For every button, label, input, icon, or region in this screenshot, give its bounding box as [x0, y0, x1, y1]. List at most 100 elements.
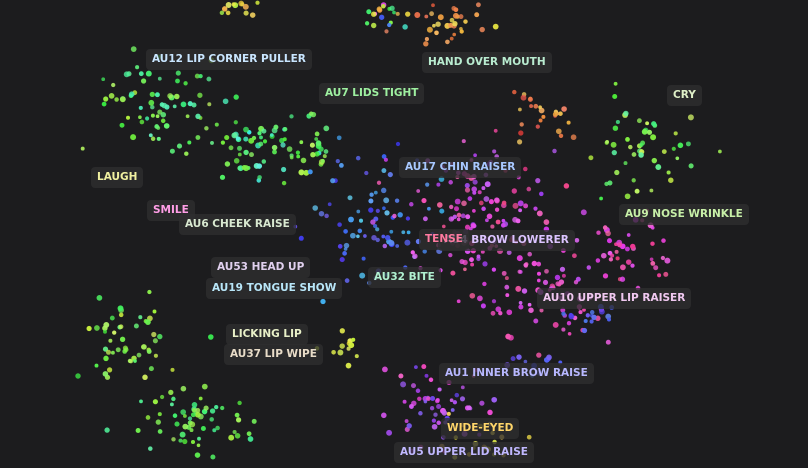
data-point[interactable] — [475, 2, 481, 8]
data-point[interactable] — [96, 295, 103, 301]
data-point[interactable] — [286, 146, 293, 152]
data-point[interactable] — [152, 399, 158, 405]
data-point[interactable] — [112, 330, 117, 335]
data-point[interactable] — [318, 146, 324, 152]
data-point[interactable] — [135, 65, 140, 70]
data-point[interactable] — [574, 237, 580, 243]
data-point[interactable] — [477, 295, 483, 302]
data-point[interactable] — [608, 257, 614, 262]
data-point[interactable] — [599, 196, 603, 201]
data-point[interactable] — [523, 359, 528, 364]
data-point[interactable] — [456, 212, 462, 218]
data-point[interactable] — [309, 142, 315, 148]
data-point[interactable] — [389, 5, 395, 11]
data-point[interactable] — [517, 200, 524, 207]
data-point[interactable] — [518, 300, 523, 305]
data-point[interactable] — [180, 101, 187, 108]
data-point[interactable] — [512, 202, 519, 209]
data-point[interactable] — [454, 206, 459, 212]
data-point[interactable] — [167, 93, 173, 99]
data-point[interactable] — [384, 234, 391, 241]
data-point[interactable] — [630, 263, 635, 268]
data-point[interactable] — [490, 310, 496, 316]
data-point[interactable] — [243, 136, 249, 142]
data-point[interactable] — [495, 219, 501, 225]
data-point[interactable] — [467, 196, 473, 201]
data-point[interactable] — [382, 366, 388, 373]
data-point[interactable] — [404, 239, 411, 246]
data-point[interactable] — [651, 121, 657, 127]
data-point[interactable] — [561, 327, 566, 332]
data-point[interactable] — [466, 405, 472, 411]
data-point[interactable] — [431, 423, 438, 430]
data-point[interactable] — [561, 106, 567, 112]
data-point[interactable] — [387, 22, 392, 28]
data-point[interactable] — [135, 428, 141, 433]
data-point[interactable] — [363, 234, 367, 238]
data-point[interactable] — [414, 12, 421, 18]
data-point[interactable] — [322, 154, 327, 159]
data-point[interactable] — [570, 134, 577, 141]
data-point[interactable] — [518, 130, 524, 136]
data-point[interactable] — [358, 218, 364, 223]
data-point[interactable] — [233, 94, 239, 100]
data-point[interactable] — [460, 385, 465, 390]
data-point[interactable] — [454, 392, 460, 398]
data-point[interactable] — [282, 137, 287, 142]
data-point[interactable] — [200, 425, 206, 432]
data-point[interactable] — [619, 276, 626, 282]
data-point[interactable] — [426, 26, 433, 33]
data-point[interactable] — [412, 253, 418, 259]
data-point[interactable] — [176, 143, 183, 149]
data-point[interactable] — [480, 303, 486, 309]
data-point[interactable] — [190, 412, 196, 418]
data-point[interactable] — [650, 134, 657, 141]
data-point[interactable] — [201, 383, 208, 390]
data-point[interactable] — [300, 157, 307, 164]
data-point[interactable] — [504, 284, 510, 290]
data-point[interactable] — [145, 70, 152, 77]
data-point[interactable] — [194, 73, 200, 79]
data-point[interactable] — [234, 433, 241, 439]
data-point[interactable] — [364, 21, 370, 26]
data-point[interactable] — [281, 166, 287, 173]
data-point[interactable] — [198, 73, 203, 79]
data-point[interactable] — [243, 126, 249, 133]
cluster-label[interactable]: AU10 UPPER LIP RAISER — [537, 288, 692, 309]
data-point[interactable] — [563, 183, 570, 189]
data-point[interactable] — [671, 146, 676, 151]
data-point[interactable] — [482, 261, 488, 267]
data-point[interactable] — [416, 189, 421, 193]
data-point[interactable] — [160, 394, 165, 400]
data-point[interactable] — [355, 155, 361, 161]
data-point[interactable] — [123, 71, 130, 78]
data-point[interactable] — [169, 402, 174, 407]
data-point[interactable] — [470, 262, 475, 267]
data-point[interactable] — [645, 121, 650, 126]
data-point[interactable] — [191, 102, 197, 108]
data-point[interactable] — [464, 224, 471, 230]
data-point[interactable] — [255, 0, 260, 5]
data-point[interactable] — [210, 140, 214, 145]
data-point[interactable] — [516, 354, 522, 360]
data-point[interactable] — [101, 77, 106, 82]
data-point[interactable] — [506, 250, 512, 256]
data-point[interactable] — [182, 423, 189, 430]
data-point[interactable] — [343, 242, 350, 249]
data-point[interactable] — [214, 404, 219, 410]
data-point[interactable] — [636, 118, 642, 124]
data-point[interactable] — [357, 228, 363, 234]
data-point[interactable] — [415, 388, 421, 394]
data-point[interactable] — [500, 222, 506, 228]
data-point[interactable] — [257, 175, 262, 180]
data-point[interactable] — [394, 198, 400, 203]
data-point[interactable] — [280, 142, 286, 148]
data-point[interactable] — [591, 314, 597, 320]
data-point[interactable] — [664, 257, 671, 264]
data-point[interactable] — [246, 431, 252, 437]
data-point[interactable] — [209, 408, 216, 414]
data-point[interactable] — [235, 417, 242, 423]
data-point[interactable] — [505, 293, 510, 298]
data-point[interactable] — [449, 204, 454, 210]
data-point[interactable] — [344, 278, 350, 283]
